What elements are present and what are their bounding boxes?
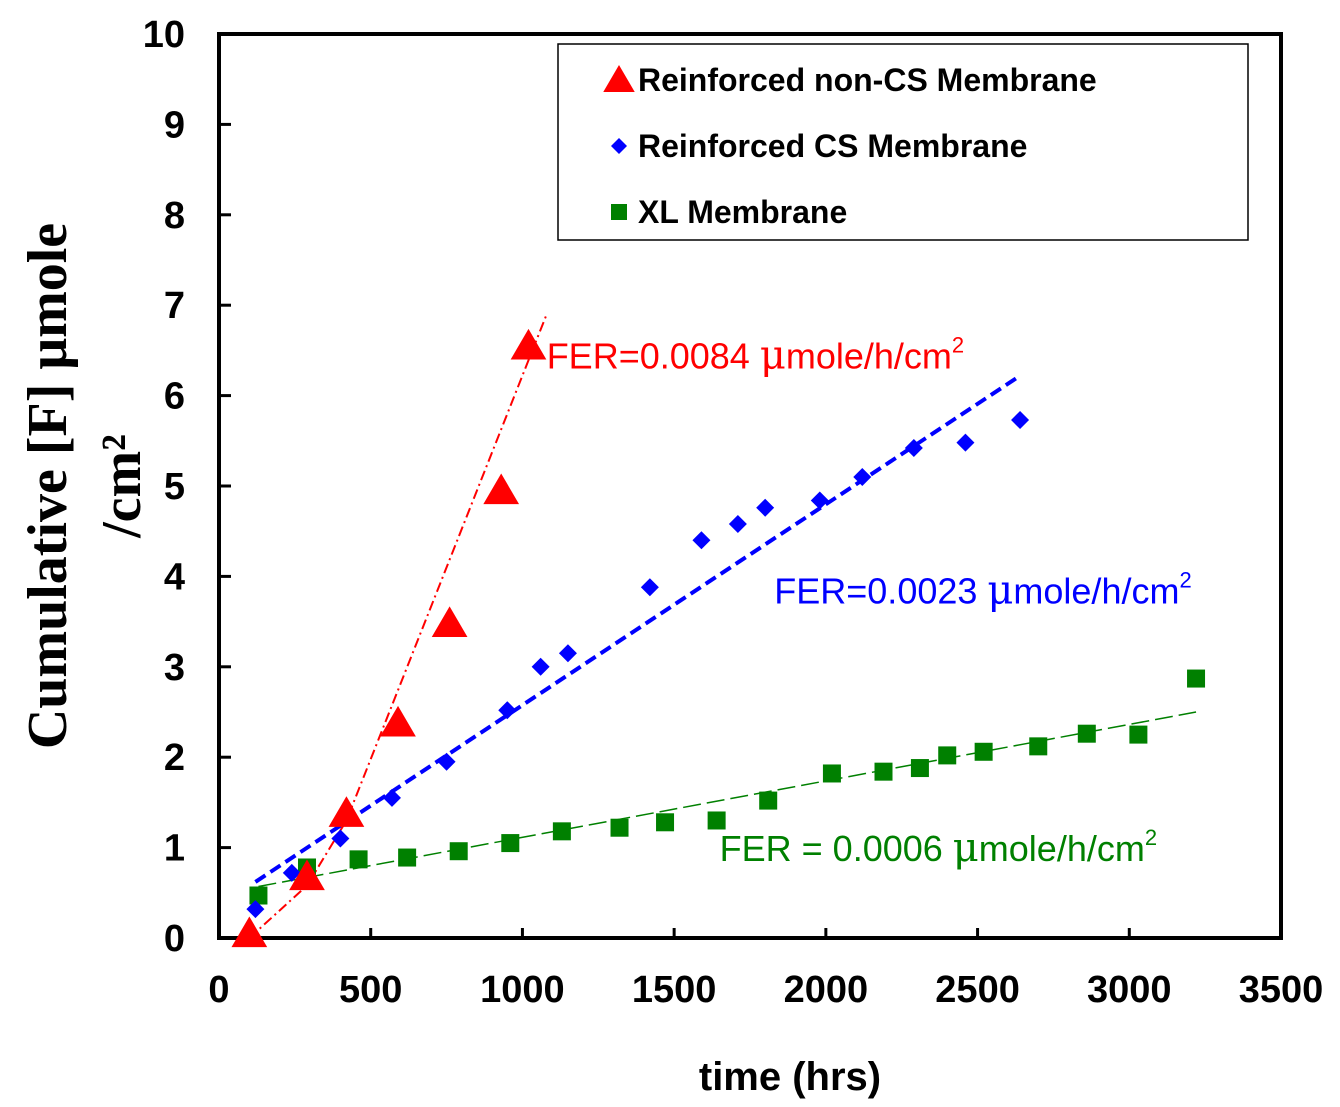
y-tick-label: 7 bbox=[164, 285, 185, 327]
y-tick-label: 1 bbox=[164, 828, 185, 870]
x-tick-label: 2000 bbox=[784, 969, 869, 1011]
x-tick-label: 1000 bbox=[480, 969, 565, 1011]
diamond-marker bbox=[531, 657, 550, 676]
diamond-marker bbox=[692, 531, 711, 550]
y-tick-label: 2 bbox=[164, 737, 185, 779]
x-tick-label: 3500 bbox=[1239, 969, 1324, 1011]
y-tick-label: 9 bbox=[164, 104, 185, 146]
legend-box bbox=[557, 43, 1249, 241]
diamond-marker bbox=[437, 752, 456, 771]
square-marker bbox=[398, 848, 417, 867]
triangle-marker bbox=[380, 705, 416, 737]
square-marker bbox=[249, 886, 268, 905]
x-tick-label: 500 bbox=[339, 969, 402, 1011]
y-tick-label: 5 bbox=[164, 466, 185, 508]
y-axis-label: Cumulative [F] μmole /cm² bbox=[17, 223, 153, 749]
square-marker bbox=[552, 822, 571, 841]
x-axis-ticks: 0 500 1000 1500 2000 2500 3000 3500 bbox=[208, 928, 1323, 1011]
diamond-marker bbox=[810, 491, 829, 510]
fit-line bbox=[248, 313, 548, 939]
x-tick-label: 2500 bbox=[935, 969, 1020, 1011]
triangle-marker bbox=[231, 916, 268, 948]
square-marker bbox=[874, 762, 893, 781]
square-marker bbox=[610, 818, 629, 837]
diamond-marker bbox=[728, 514, 747, 533]
y-tick-label: 0 bbox=[164, 918, 185, 960]
svg-text:/cm²: /cm² bbox=[91, 434, 153, 539]
fer-annotation: FER=0.0023 μmole/h/cm2 bbox=[774, 568, 1191, 614]
series-triangle bbox=[231, 328, 547, 948]
triangle-marker bbox=[431, 606, 468, 638]
square-marker bbox=[449, 842, 468, 861]
square-marker bbox=[1077, 724, 1096, 743]
x-axis-label: time (hrs) bbox=[699, 1055, 881, 1099]
square-marker bbox=[910, 759, 929, 778]
y-tick-label: 8 bbox=[164, 195, 185, 237]
triangle-marker bbox=[510, 328, 547, 360]
diamond-marker bbox=[498, 701, 517, 720]
diamond-marker bbox=[558, 644, 577, 663]
square-marker bbox=[1029, 737, 1048, 756]
legend-label: Reinforced CS Membrane bbox=[638, 128, 1027, 164]
legend-label: XL Membrane bbox=[638, 194, 847, 230]
annotations: FER=0.0084 μmole/h/cm2 FER=0.0023 μmole/h… bbox=[547, 332, 1192, 871]
x-tick-label: 1500 bbox=[632, 969, 717, 1011]
triangle-marker bbox=[328, 796, 365, 827]
y-axis-ticks: 0 1 2 3 4 5 6 7 8 9 10 bbox=[143, 14, 231, 960]
diamond-marker bbox=[382, 788, 401, 807]
triangle-marker bbox=[289, 859, 325, 891]
square-marker bbox=[1129, 725, 1148, 744]
square-marker bbox=[501, 834, 520, 853]
triangle-marker bbox=[603, 65, 635, 92]
diamond-marker bbox=[904, 439, 923, 458]
data-markers bbox=[231, 328, 1206, 948]
triangle-marker bbox=[483, 473, 520, 505]
diamond-marker bbox=[282, 863, 301, 882]
legend-label: Reinforced non-CS Membrane bbox=[638, 62, 1097, 98]
square-marker bbox=[822, 764, 841, 783]
square-marker bbox=[707, 811, 726, 830]
x-tick-label: 3000 bbox=[1087, 969, 1172, 1011]
fer-annotation: FER = 0.0006 μmole/h/cm2 bbox=[720, 825, 1157, 871]
x-tick-label: 0 bbox=[208, 969, 229, 1011]
series-diamond bbox=[246, 411, 1030, 919]
fit-line bbox=[254, 374, 1022, 884]
square-marker bbox=[759, 791, 778, 810]
y-tick-label: 4 bbox=[164, 556, 185, 598]
diamond-marker bbox=[1011, 411, 1030, 430]
y-tick-label: 6 bbox=[164, 376, 185, 418]
diamond-marker bbox=[756, 498, 775, 517]
diamond-marker bbox=[331, 829, 350, 848]
square-marker bbox=[611, 204, 627, 220]
y-tick-label: 10 bbox=[143, 14, 185, 56]
square-marker bbox=[656, 813, 675, 832]
diamond-marker bbox=[853, 467, 872, 486]
diamond-marker bbox=[246, 900, 265, 919]
fer-annotation: FER=0.0084 μmole/h/cm2 bbox=[547, 332, 964, 378]
square-marker bbox=[938, 746, 957, 765]
square-marker bbox=[974, 742, 993, 761]
diamond-marker bbox=[640, 578, 659, 597]
diamond-marker bbox=[611, 138, 627, 154]
y-tick-label: 3 bbox=[164, 647, 185, 689]
legend: Reinforced non-CS Membrane Reinforced CS … bbox=[557, 43, 1249, 241]
diamond-marker bbox=[956, 433, 975, 452]
svg-text:Cumulative [F] μmole: Cumulative [F] μmole bbox=[17, 223, 79, 749]
square-marker bbox=[349, 850, 368, 869]
square-marker bbox=[1187, 669, 1206, 688]
series-square bbox=[249, 669, 1206, 905]
